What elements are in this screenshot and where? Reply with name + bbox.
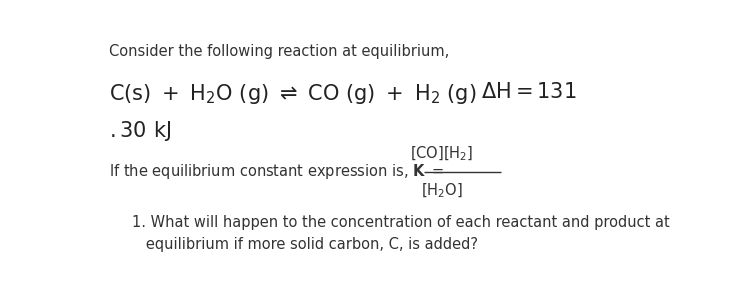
- Text: $\mathsf{\Delta H = 131}$: $\mathsf{\Delta H = 131}$: [482, 82, 577, 103]
- Text: equilibrium if more solid carbon, C, is added?: equilibrium if more solid carbon, C, is …: [131, 237, 478, 252]
- Text: Consider the following reaction at equilibrium,: Consider the following reaction at equil…: [109, 44, 449, 59]
- Text: $\mathsf{.30\ kJ}$: $\mathsf{.30\ kJ}$: [109, 119, 171, 143]
- Text: $\mathsf{C(s)\ +\ H_2O\ (g)\ \rightleftharpoons\ CO\ (g)\ +\ H_2\ (g)}$: $\mathsf{C(s)\ +\ H_2O\ (g)\ \rightlefth…: [109, 82, 476, 107]
- Text: 1. What will happen to the concentration of each reactant and product at: 1. What will happen to the concentration…: [131, 215, 669, 230]
- Text: $\mathsf{[CO][H_2]}$: $\mathsf{[CO][H_2]}$: [410, 144, 473, 163]
- Text: If the equilibrium constant expression is, $\mathbf{K}\ =$: If the equilibrium constant expression i…: [109, 162, 444, 181]
- Text: $\mathsf{[H_2O]}$: $\mathsf{[H_2O]}$: [421, 182, 462, 200]
